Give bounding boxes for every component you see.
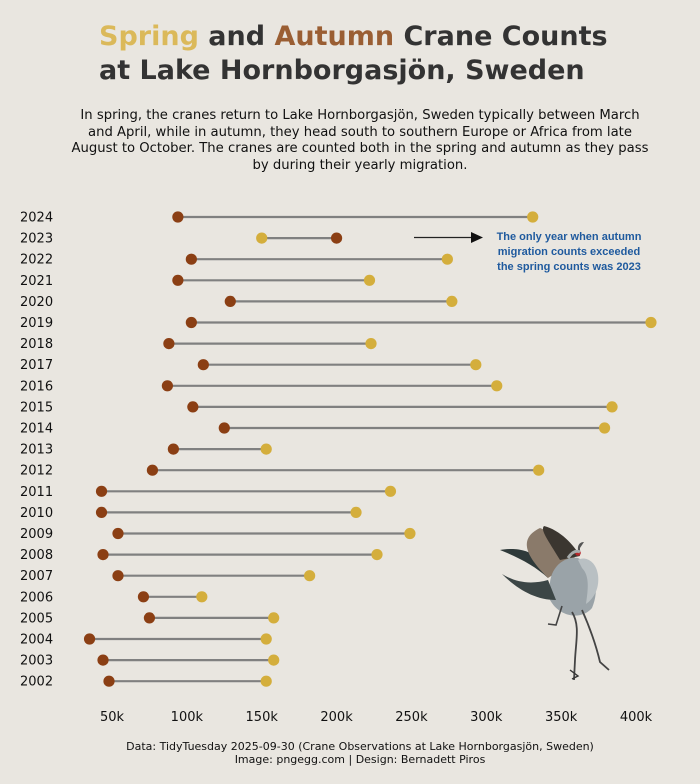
y-tick-label: 2017 (20, 358, 53, 373)
spring-point (260, 443, 272, 455)
spring-point (350, 506, 362, 518)
autumn-point (167, 443, 179, 455)
annotation: The only year when autumn migration coun… (414, 231, 642, 273)
y-tick-label: 2005 (20, 611, 53, 626)
footer: Data: TidyTuesday 2025-09-30 (Crane Obse… (0, 740, 700, 766)
annotation-line-1: The only year when autumn (497, 231, 642, 243)
spring-point (384, 485, 397, 497)
x-tick-label: 200k (320, 710, 353, 725)
title-autumn-word: Autumn (274, 21, 395, 52)
y-tick-label: 2006 (20, 590, 53, 605)
autumn-point (83, 633, 96, 645)
x-tick-label: 100k (171, 710, 204, 725)
spring-point (268, 612, 280, 624)
spring-point (363, 274, 376, 286)
y-tick-label: 2014 (20, 422, 53, 437)
title-spring-word: Spring (99, 21, 199, 52)
y-tick-label: 2008 (20, 548, 53, 563)
spring-point (260, 633, 272, 645)
spring-point (446, 295, 458, 307)
crane-icon (500, 526, 610, 681)
y-tick-label: 2011 (20, 485, 53, 500)
autumn-point (146, 464, 159, 476)
y-tick-label: 2003 (20, 654, 53, 669)
spring-point (598, 422, 611, 434)
y-tick-label: 2022 (20, 253, 53, 268)
y-tick-label: 2021 (20, 274, 53, 289)
spring-point (645, 316, 657, 329)
y-tick-label: 2004 (20, 633, 53, 648)
annotation-line-2: migration counts exceeded (498, 246, 640, 258)
chart-subtitle: In spring, the cranes return to Lake Hor… (71, 108, 649, 173)
autumn-point (185, 253, 197, 265)
footer-source: Data: TidyTuesday 2025-09-30 (Crane Obse… (126, 740, 594, 753)
autumn-point (143, 612, 156, 624)
y-tick-label: 2012 (20, 464, 53, 479)
autumn-point (187, 401, 199, 413)
spring-point (533, 464, 545, 476)
y-tick-label: 2019 (20, 316, 53, 331)
x-tick-label: 300k (470, 710, 503, 725)
autumn-point (185, 316, 197, 329)
autumn-point (95, 485, 108, 497)
spring-point (527, 211, 539, 223)
y-tick-label: 2015 (20, 400, 53, 415)
autumn-point (218, 422, 230, 434)
spring-point (491, 380, 503, 392)
autumn-point (112, 527, 124, 540)
y-tick-label: 2018 (20, 337, 53, 352)
spring-point (441, 253, 453, 265)
y-tick-label: 2013 (20, 443, 53, 458)
y-tick-label: 2023 (20, 232, 53, 247)
y-tick-label: 2024 (20, 211, 53, 226)
autumn-point (224, 295, 236, 307)
autumn-point (161, 380, 173, 392)
chart-rows: 2024 2023 2022 2021 2020 2019 2018 2017 2016 2015… (20, 211, 657, 690)
x-tick-label: 50k (100, 710, 125, 725)
footer-credit: Image: pngegg.com | Design: Bernadett Pi… (234, 753, 486, 766)
autumn-point (172, 211, 184, 223)
x-tick-label: 400k (620, 710, 653, 725)
y-tick-label: 2010 (20, 506, 53, 521)
spring-point (256, 232, 268, 244)
spring-point (371, 549, 383, 561)
spring-point (606, 401, 618, 413)
annotation-line-3: the spring counts was 2023 (497, 261, 641, 273)
autumn-point (197, 359, 209, 371)
spring-point (304, 570, 316, 582)
x-axis: 50k 100k 150k 200k 250k 300k 350k 400k (100, 710, 653, 725)
y-tick-label: 2016 (20, 379, 53, 394)
autumn-point (137, 591, 150, 603)
x-tick-label: 150k (246, 710, 279, 725)
title-line-1: Spring and Autumn Crane Counts (99, 20, 659, 54)
chart-title: Spring and Autumn Crane Counts at Lake H… (99, 20, 659, 88)
spring-point (365, 338, 377, 350)
spring-point (404, 527, 416, 540)
x-tick-label: 250k (395, 710, 428, 725)
autumn-point (172, 274, 184, 286)
spring-point (260, 675, 272, 687)
spring-point (268, 654, 280, 666)
title-and-word: and (198, 21, 275, 52)
autumn-point (112, 570, 124, 582)
x-tick-label: 350k (545, 710, 578, 725)
autumn-point (103, 675, 115, 687)
spring-point (196, 591, 208, 603)
autumn-point (95, 506, 108, 518)
y-tick-label: 2002 (20, 675, 53, 690)
autumn-point (97, 654, 109, 666)
y-tick-label: 2020 (20, 295, 53, 310)
autumn-point (97, 549, 109, 561)
autumn-point (330, 232, 343, 244)
title-line-2: at Lake Hornborgasjön, Sweden (99, 55, 585, 86)
title-suffix: Crane Counts (394, 21, 608, 52)
y-tick-label: 2007 (20, 569, 53, 584)
spring-point (470, 359, 482, 371)
annotation-arrow-head (471, 232, 483, 243)
autumn-point (163, 338, 175, 350)
y-tick-label: 2009 (20, 527, 53, 542)
